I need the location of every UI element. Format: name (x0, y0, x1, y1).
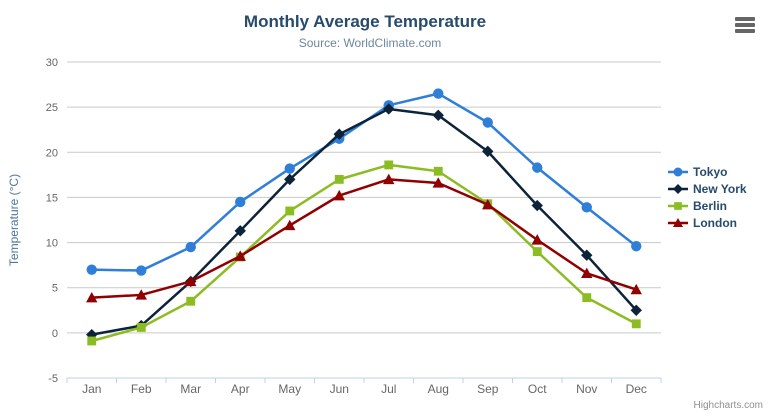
square-marker-icon (674, 201, 682, 210)
triangle-marker-icon (630, 283, 642, 295)
diamond-marker-icon (531, 199, 543, 212)
square-marker-icon (433, 166, 443, 176)
circle-marker-icon (482, 117, 493, 128)
square-marker-icon (186, 296, 196, 306)
legend-item-tokyo[interactable]: Tokyo (668, 163, 747, 180)
series-new-york[interactable] (86, 103, 642, 341)
series-london[interactable] (86, 173, 642, 303)
circle-marker-icon (532, 162, 543, 173)
legend-item-label: Tokyo (693, 164, 728, 179)
x-axis-label: May (278, 382, 301, 396)
triangle-marker-icon (581, 267, 593, 278)
circle-marker-icon (86, 264, 97, 275)
y-axis-title: Temperature (°C) (7, 173, 21, 267)
chart-subtitle: Source: WorldClimate.com (298, 36, 442, 50)
square-marker-icon (334, 174, 344, 184)
legend-item-label: London (693, 215, 737, 230)
square-marker-icon (285, 206, 295, 216)
triangle-marker-icon (673, 217, 683, 227)
triangle-marker-icon (234, 250, 246, 261)
legend-marker-icon (668, 201, 688, 210)
triangle-marker-icon (185, 275, 197, 287)
triangle-marker-icon (135, 289, 147, 300)
y-axis-label: 10 (46, 238, 58, 250)
triangle-marker-icon (86, 291, 98, 303)
circle-marker-icon (631, 240, 642, 252)
x-axis-label: Nov (576, 382, 597, 396)
circle-marker-icon (136, 265, 147, 276)
legend-item-new-york[interactable]: New York (668, 180, 747, 197)
series-line[interactable] (91, 178, 637, 299)
y-axis-label: 5 (52, 283, 58, 295)
y-axis-label: 15 (46, 192, 58, 204)
series-line[interactable] (91, 163, 637, 343)
x-axis-label: Dec (626, 382, 647, 396)
diamond-marker-icon (284, 173, 296, 186)
legend-marker-icon (668, 183, 688, 194)
hamburger-icon (735, 23, 755, 27)
diamond-marker-icon (333, 128, 345, 140)
triangle-marker-icon (383, 173, 395, 185)
legend-marker-icon (668, 217, 688, 227)
x-axis-label: Jun (330, 382, 349, 396)
diamond-marker-icon (234, 225, 246, 237)
triangle-marker-icon (531, 234, 543, 245)
circle-marker-icon (673, 167, 683, 176)
series-line[interactable] (91, 107, 638, 336)
square-marker-icon (136, 323, 146, 332)
square-marker-icon (384, 160, 394, 170)
square-marker-icon (631, 319, 641, 329)
legend-marker-icon (668, 167, 688, 176)
y-axis-label: 30 (46, 57, 58, 69)
diamond-marker-icon (581, 249, 593, 261)
x-axis-label: Jan (82, 382, 101, 396)
credit-link[interactable]: Highcharts.com (693, 400, 763, 411)
hamburger-icon (735, 17, 755, 21)
x-axis-label: Jul (381, 382, 396, 396)
legend-item-london[interactable]: London (668, 214, 747, 231)
series-tokyo[interactable] (86, 88, 642, 276)
square-marker-icon (582, 293, 592, 303)
legend-item-berlin[interactable]: Berlin (668, 197, 747, 214)
x-axis-label: Oct (528, 382, 547, 396)
y-axis-label: 20 (46, 147, 58, 159)
circle-marker-icon (433, 88, 444, 99)
y-axis-label: 0 (52, 328, 58, 340)
diamond-marker-icon (673, 183, 683, 194)
series-line[interactable] (91, 92, 638, 272)
x-axis-label: Mar (180, 382, 201, 396)
context-menu-button[interactable] (733, 15, 757, 35)
triangle-marker-icon (482, 198, 494, 210)
square-marker-icon (532, 247, 542, 257)
legend-item-label: New York (693, 181, 747, 196)
diamond-marker-icon (432, 109, 444, 121)
hamburger-icon (735, 29, 755, 33)
x-axis-label: Apr (231, 382, 250, 396)
diamond-marker-icon (482, 145, 494, 158)
circle-marker-icon (235, 196, 246, 208)
square-marker-icon (87, 336, 97, 346)
circle-marker-icon (284, 163, 295, 174)
diamond-marker-icon (630, 304, 642, 316)
circle-marker-icon (581, 202, 592, 213)
legend: Tokyo New York Berlin London (668, 163, 747, 231)
circle-marker-icon (185, 241, 196, 253)
y-axis-label: 25 (46, 102, 58, 114)
chart-title: Monthly Average Temperature (243, 12, 487, 31)
diamond-marker-icon (383, 103, 395, 115)
triangle-marker-icon (333, 189, 345, 201)
triangle-marker-icon (284, 219, 296, 231)
triangle-marker-icon (432, 177, 444, 188)
x-axis-label: Feb (131, 382, 152, 396)
x-axis-label: Aug (428, 382, 449, 396)
legend-item-label: Berlin (693, 198, 728, 213)
x-axis-label: Sep (477, 382, 499, 396)
y-axis-label: -5 (48, 373, 58, 385)
